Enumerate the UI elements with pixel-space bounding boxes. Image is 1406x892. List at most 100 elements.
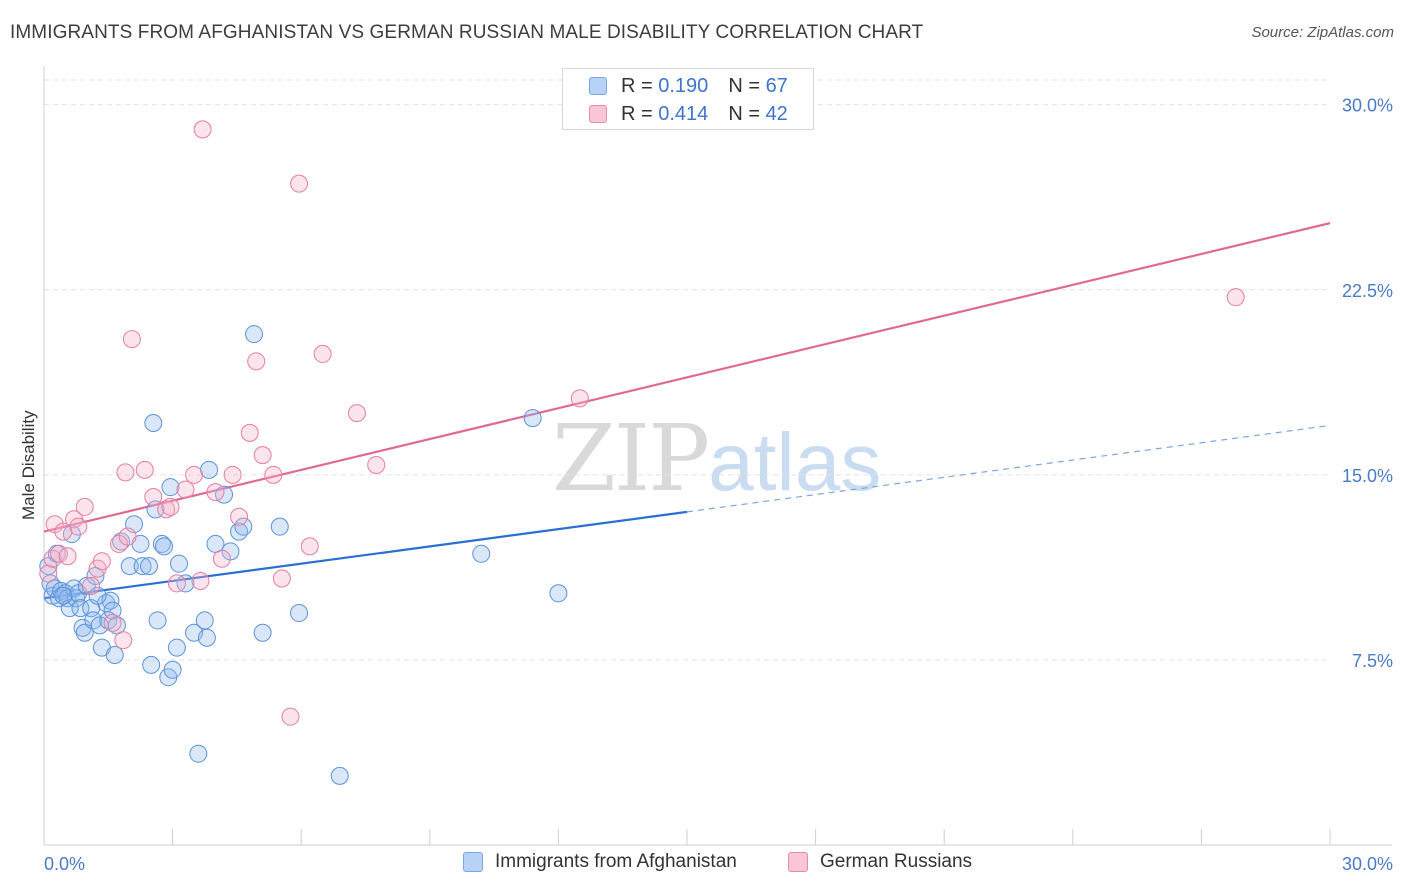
afghanistan-point <box>105 645 124 664</box>
afghanistan-point <box>88 586 107 605</box>
german-russian-point <box>223 465 242 484</box>
german-russian-point <box>176 480 195 499</box>
bottom-legend-afghanistan: Immigrants from Afghanistan <box>463 851 737 873</box>
legend-row-afghanistan: R = 0.190 N = 67 <box>589 73 788 99</box>
german-russian-point <box>39 564 58 583</box>
german-russian-point <box>300 537 319 556</box>
afghanistan-point <box>200 460 219 479</box>
afghanistan-point <box>103 601 122 620</box>
german-russian-point <box>75 497 94 516</box>
afghanistan-point <box>330 766 349 785</box>
legend-r-label: R = <box>621 74 653 97</box>
afghanistan-point <box>253 623 272 642</box>
legend-swatch-blue <box>463 852 483 872</box>
german-russian-point <box>116 463 135 482</box>
afghanistan-point <box>195 611 214 630</box>
afghanistan-point <box>75 623 94 642</box>
german-russian-point <box>230 507 249 526</box>
german-russian-point <box>290 174 309 193</box>
german-russian-point <box>570 389 589 408</box>
german-russian-point <box>253 446 272 465</box>
y-tick-label: 22.5% <box>1342 281 1393 301</box>
afghanistan-point <box>245 325 264 344</box>
y-tick-label: 7.5% <box>1352 651 1393 671</box>
afghanistan-point <box>472 544 491 563</box>
german-russian-point <box>193 120 212 139</box>
legend-r-label: R = <box>621 102 653 125</box>
afghanistan-point <box>133 557 152 576</box>
german-russian-point <box>313 344 332 363</box>
german-russian-point <box>212 549 231 568</box>
afghanistan-point <box>170 554 189 573</box>
afghanistan-point <box>163 660 182 679</box>
legend-r-value: 0.414 <box>658 102 709 125</box>
data-points <box>39 120 1245 785</box>
german-russian-trend-line <box>43 222 1331 533</box>
german-russian-point <box>206 483 225 502</box>
afghanistan-point <box>148 611 167 630</box>
german-russian-point <box>82 576 101 595</box>
german-russian-point <box>167 574 186 593</box>
trend-lines <box>43 222 1331 600</box>
y-tick-label: 30.0% <box>1342 96 1393 116</box>
german-russian-point <box>264 465 283 484</box>
german-russian-point <box>240 423 259 442</box>
german-russian-point <box>247 352 266 371</box>
legend-n-label: N = <box>728 74 760 97</box>
legend-swatch-blue <box>589 77 607 95</box>
source-label: Source: ZipAtlas.com <box>1251 24 1394 41</box>
german-russian-point <box>1226 288 1245 307</box>
afghanistan-point <box>197 628 216 647</box>
legend-label-german-russians: German Russians <box>820 851 973 872</box>
legend-row-german-russians: R = 0.414 N = 42 <box>589 101 788 127</box>
afghanistan-point <box>161 478 180 497</box>
german-russian-point <box>191 571 210 590</box>
german-russian-point <box>69 517 88 536</box>
legend-r-value: 0.190 <box>658 74 709 97</box>
afghanistan-point <box>155 537 174 556</box>
afghanistan-point <box>290 604 309 623</box>
watermark-atlas: atlas <box>708 417 882 508</box>
german-russian-point <box>272 569 291 588</box>
afghanistan-point <box>270 517 289 536</box>
legend-n-label: N = <box>728 102 760 125</box>
x-tick-label: 0.0% <box>44 854 85 874</box>
afghanistan-point <box>167 638 186 657</box>
german-russian-point <box>185 465 204 484</box>
afghanistan-point <box>71 599 90 618</box>
german-russian-point <box>347 404 366 423</box>
afghanistan-point <box>54 586 73 605</box>
legend-swatch-pink <box>788 852 808 872</box>
legend-label-afghanistan: Immigrants from Afghanistan <box>495 851 737 872</box>
german-russian-point <box>161 497 180 516</box>
axes <box>43 66 1392 846</box>
afghanistan-point <box>140 557 159 576</box>
y-axis-label: Male Disability <box>19 410 38 520</box>
legend-n-value: 67 <box>765 74 788 97</box>
afghanistan-trend-line <box>43 510 688 600</box>
bottom-legend-german-russians: German Russians <box>788 851 972 873</box>
x-tick-label: 30.0% <box>1342 854 1393 874</box>
german-russian-point <box>122 330 141 349</box>
german-russian-point <box>135 460 154 479</box>
legend-n-value: 42 <box>765 102 788 125</box>
german-russian-point <box>58 547 77 566</box>
axis-labels: Male Disability 7.5% 15.0% 22.5% 30.0% 0.0% 3… <box>19 96 1393 874</box>
afghanistan-point <box>189 744 208 763</box>
afghanistan-point <box>86 567 105 586</box>
chart-title: IMMIGRANTS FROM AFGHANISTAN VS GERMAN RU… <box>10 22 924 43</box>
afghanistan-point <box>120 557 139 576</box>
watermark-zip: ZIP <box>552 405 710 512</box>
afghanistan-point <box>206 534 225 553</box>
german-russian-point <box>103 613 122 632</box>
afghanistan-point <box>152 534 171 553</box>
afghanistan-point <box>549 584 568 603</box>
german-russian-point <box>114 631 133 650</box>
german-russian-point <box>144 488 163 507</box>
german-russian-point <box>281 707 300 726</box>
afghanistan-trend-extension <box>686 424 1331 513</box>
afghanistan-point <box>234 517 253 536</box>
afghanistan-point <box>144 414 163 433</box>
afghanistan-point <box>142 655 161 674</box>
